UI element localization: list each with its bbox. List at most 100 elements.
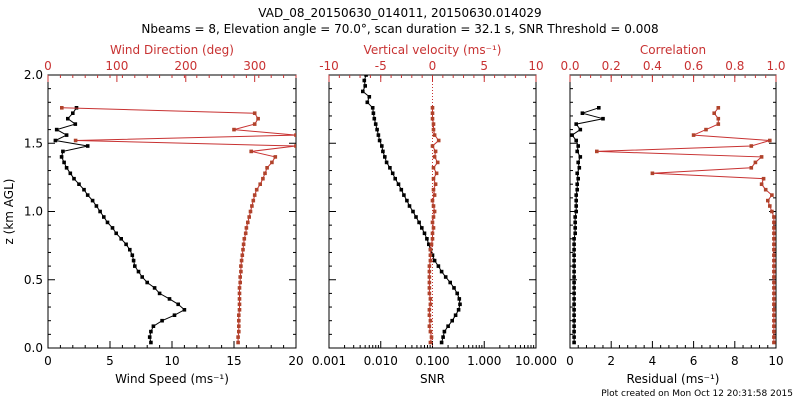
data-point [367, 95, 372, 99]
data-point [430, 144, 435, 148]
data-point [149, 340, 153, 345]
series-wind-direction [60, 106, 296, 345]
data-point [61, 149, 65, 154]
data-point [772, 313, 776, 317]
data-point [242, 237, 247, 241]
data-point [172, 313, 177, 317]
data-point [94, 204, 99, 208]
data-point [575, 149, 579, 154]
data-point [575, 187, 579, 192]
x-top-tick-label: 300 [243, 59, 266, 73]
data-point [380, 144, 384, 148]
x-bottom-tick-label: 2 [607, 354, 615, 368]
data-point [759, 182, 764, 186]
data-point [428, 258, 433, 263]
data-point [427, 286, 432, 290]
data-point [572, 269, 576, 274]
data-point [572, 242, 576, 247]
x-top-axis-label: Vertical velocity (ms⁻¹) [364, 43, 502, 57]
data-point [772, 242, 776, 247]
data-point [572, 308, 576, 312]
data-point [427, 269, 432, 274]
data-point [439, 340, 444, 345]
data-point [572, 340, 576, 345]
data-point [431, 226, 436, 230]
data-point [68, 171, 73, 176]
data-point [716, 116, 721, 121]
data-point [176, 302, 180, 307]
data-point [432, 209, 437, 214]
data-point [114, 231, 118, 236]
data-point [433, 182, 438, 186]
data-point [691, 133, 696, 137]
data-point [448, 280, 452, 285]
y-axis-label: z (km AGL) [2, 179, 16, 245]
data-point [384, 160, 389, 165]
data-point [772, 286, 776, 290]
data-point [110, 226, 115, 230]
y-tick-label: 0.5 [24, 273, 43, 287]
x-top-tick-label: 0.0 [560, 59, 579, 73]
data-point [601, 116, 605, 121]
data-point [72, 176, 76, 181]
x-bottom-tick-label: 0.001 [312, 354, 346, 368]
data-point [772, 231, 776, 236]
data-point [427, 313, 432, 317]
data-point [428, 253, 433, 257]
data-point [363, 84, 367, 88]
data-point [237, 329, 241, 334]
data-point [420, 226, 424, 230]
data-point [151, 324, 156, 328]
data-point [749, 144, 754, 148]
data-point [432, 193, 437, 197]
data-point [237, 286, 242, 290]
data-point [77, 182, 81, 186]
data-point [237, 297, 242, 301]
data-point [749, 166, 754, 170]
data-point [252, 193, 257, 197]
series-snr [361, 75, 462, 345]
x-top-tick-label: -5 [375, 59, 387, 73]
data-point [377, 138, 382, 143]
data-point [133, 264, 137, 268]
data-point [716, 122, 721, 126]
data-point [249, 149, 253, 154]
x-bottom-tick-label: 0 [566, 354, 574, 368]
figure-title-line1: VAD_08_20150630_014011, 20150630.014029 [258, 6, 541, 20]
data-point [105, 220, 110, 225]
data-point [247, 215, 251, 219]
x-top-tick-label: 0.8 [725, 59, 744, 73]
data-point [364, 75, 368, 77]
x-top-tick-label: 0 [44, 59, 52, 73]
data-point [261, 176, 265, 181]
series-line [428, 107, 440, 343]
data-point [145, 280, 149, 285]
data-point [53, 138, 58, 143]
data-point [576, 144, 580, 148]
data-point [573, 215, 577, 219]
data-point [390, 171, 395, 176]
data-point [256, 116, 260, 121]
data-point [393, 176, 397, 181]
data-point [429, 335, 434, 339]
data-point [576, 160, 580, 165]
data-point [252, 111, 257, 115]
data-point [572, 275, 576, 279]
data-point [436, 138, 441, 143]
x-top-tick-label: 10 [528, 59, 543, 73]
data-point [427, 280, 432, 285]
data-point [772, 269, 776, 274]
series-wind-speed [53, 106, 187, 345]
data-point [414, 215, 418, 219]
data-point [772, 237, 776, 241]
x-bottom-tick-label: 8 [731, 354, 739, 368]
data-point [59, 155, 64, 159]
data-point [236, 335, 240, 339]
data-point [130, 253, 135, 257]
data-point [759, 155, 764, 159]
data-point [365, 100, 370, 105]
data-point [411, 209, 415, 214]
series-line [61, 107, 296, 343]
x-top-tick-label: 5 [480, 59, 488, 73]
data-point [237, 313, 241, 317]
